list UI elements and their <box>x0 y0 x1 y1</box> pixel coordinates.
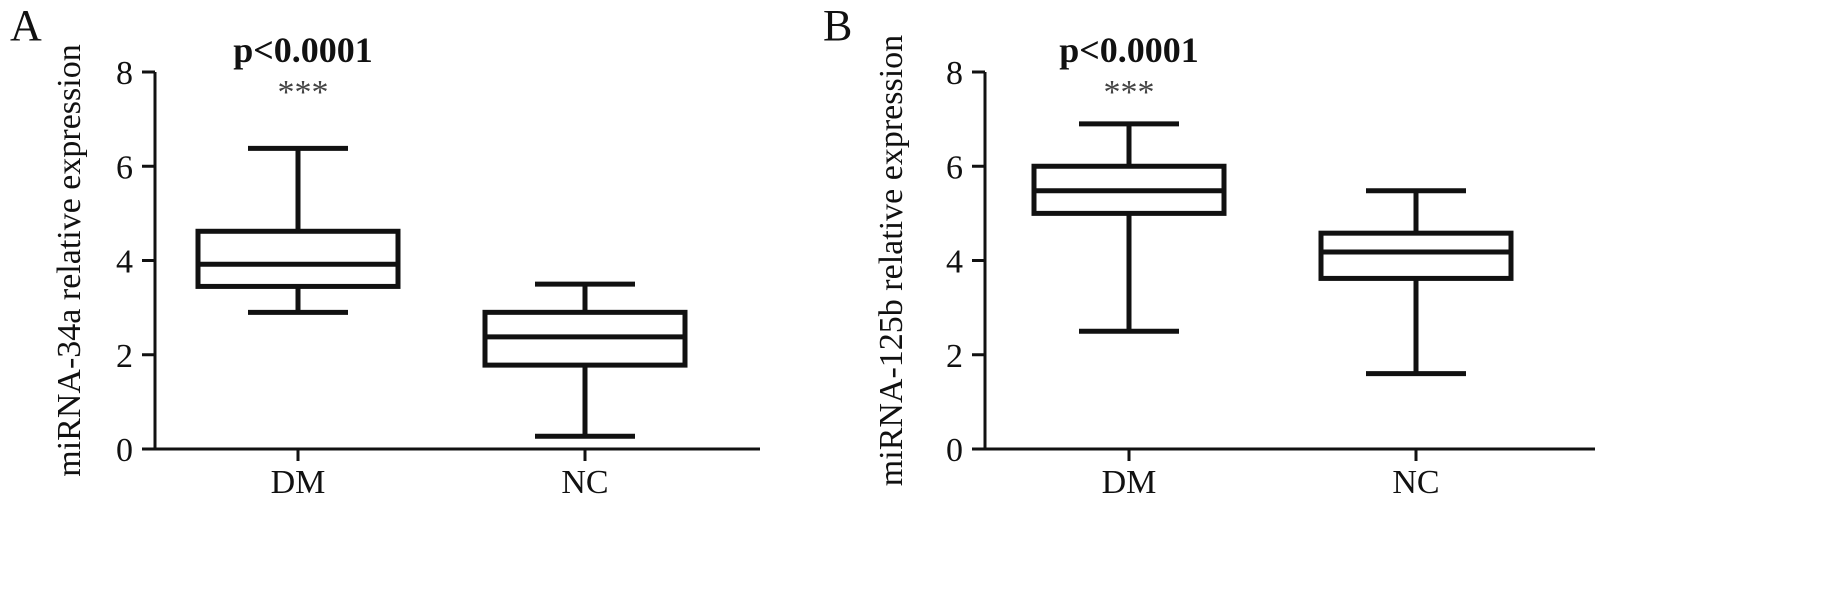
x-category-label: NC <box>561 464 608 501</box>
y-tick-label: 4 <box>116 244 133 281</box>
iqr-box <box>195 228 401 289</box>
p-value-label: p<0.0001 <box>233 30 373 70</box>
significance-stars: *** <box>1104 74 1155 111</box>
y-tick-label: 0 <box>946 432 963 469</box>
p-value-label: p<0.0001 <box>1059 30 1199 70</box>
panel-label: A <box>10 1 42 50</box>
x-category-label: NC <box>1392 464 1439 501</box>
box-dm <box>195 145 401 315</box>
y-axis-title: miRNA-34a relative expression <box>51 44 88 476</box>
x-category-label: DM <box>271 464 326 501</box>
y-axis-title: miRNA-125b relative expression <box>873 35 910 486</box>
y-tick-label: 2 <box>116 338 133 375</box>
panel-label: B <box>823 1 852 50</box>
significance-stars: *** <box>278 74 329 111</box>
box-nc <box>482 281 688 439</box>
y-tick-label: 8 <box>946 55 963 92</box>
box-dm <box>1031 121 1227 334</box>
y-tick-label: 4 <box>946 244 963 281</box>
y-tick-label: 8 <box>116 55 133 92</box>
y-tick-label: 0 <box>116 432 133 469</box>
iqr-box <box>1318 230 1514 281</box>
y-tick-label: 6 <box>116 149 133 186</box>
x-category-label: DM <box>1102 464 1157 501</box>
y-tick-label: 2 <box>946 338 963 375</box>
y-tick-label: 6 <box>946 149 963 186</box>
box-nc <box>1318 188 1514 377</box>
